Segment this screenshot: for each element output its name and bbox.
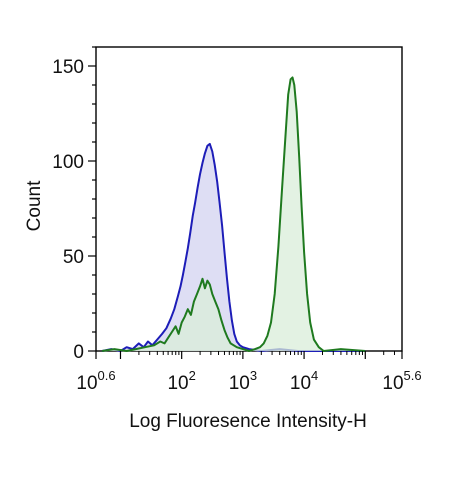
plot-frame [95, 46, 403, 352]
series-1-fill [102, 143, 366, 351]
axes-layer: 0 50 100 150 100.6 102 103 104 105.6 [52, 46, 422, 394]
series-2-fill [102, 77, 366, 352]
x-tick-label: 105.6 [382, 368, 421, 394]
x-tick-label: 103 [229, 368, 257, 394]
x-tick-label: 100.6 [76, 368, 115, 394]
y-tick-label: 100 [52, 152, 84, 173]
series-layer [101, 76, 366, 352]
series-1-line [101, 142, 366, 352]
x-axis-title: Log Fluoresence Intensity-H [129, 411, 367, 432]
y-tick-label: 150 [52, 57, 84, 78]
y-tick-label: 0 [73, 342, 84, 363]
x-tick-label: 104 [290, 368, 318, 394]
plot-area [95, 46, 403, 352]
y-axis-title: Count [24, 180, 45, 231]
x-tick-label: 102 [167, 368, 195, 394]
y-tick-label: 50 [63, 247, 84, 268]
series-2-line [101, 76, 366, 352]
